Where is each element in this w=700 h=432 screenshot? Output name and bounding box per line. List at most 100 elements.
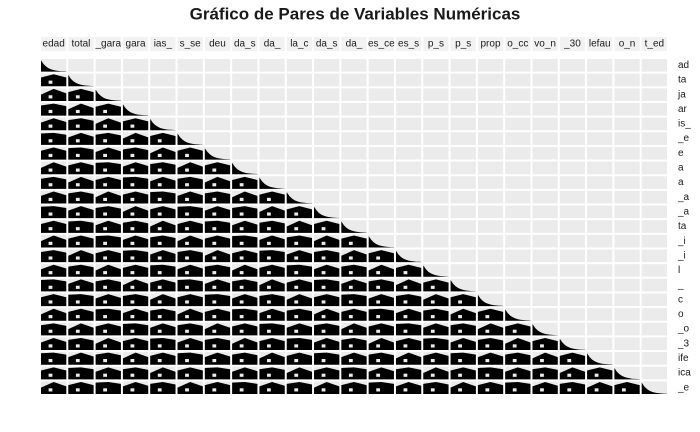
scatter-cloud: [95, 279, 121, 292]
scatter-gap: [239, 300, 244, 304]
panel-bg: [559, 278, 586, 292]
scatter-cloud: [177, 250, 203, 263]
scatter-gap: [48, 256, 53, 260]
panel-bg: [450, 205, 476, 219]
panel-bg: [395, 220, 422, 233]
scatter-cloud: [341, 323, 367, 336]
panel-bg: [314, 190, 340, 204]
scatter-cloud: [477, 338, 504, 351]
density-shape: [341, 221, 367, 233]
panel-bg: [505, 88, 531, 101]
scatter-cloud: [314, 279, 340, 292]
scatter-gap: [376, 300, 381, 304]
panel-bg: [259, 161, 285, 175]
panel-bg: [341, 205, 367, 219]
scatter-cloud: [41, 264, 67, 277]
panel-bg: [587, 88, 613, 101]
scatter-gap: [458, 359, 462, 363]
scatter-cloud: [395, 279, 422, 292]
panel-bg: [532, 176, 558, 189]
scatter-gap: [239, 285, 244, 289]
scatter-gap: [485, 329, 490, 333]
scatter-cloud: [95, 147, 121, 160]
scatter-gap: [75, 124, 80, 128]
strip-bg: [122, 37, 149, 51]
scatter-cloud: [587, 381, 613, 394]
density-shape: [395, 250, 422, 263]
scatter-gap: [103, 344, 107, 348]
scatter-cloud: [150, 294, 176, 307]
panel-bg: [395, 176, 422, 189]
scatter-cloud: [232, 308, 258, 321]
panel-bg: [532, 102, 558, 116]
scatter-gap: [430, 344, 435, 348]
scatter-cloud: [259, 352, 285, 365]
scatter-gap: [294, 241, 299, 245]
panel-bg: [395, 102, 422, 116]
panel-bg: [286, 59, 313, 72]
panel-bg: [232, 102, 258, 116]
strip-bg: [587, 37, 613, 51]
scatter-gap: [48, 285, 53, 289]
scatter-gap: [403, 373, 408, 377]
scatter-cloud: [368, 264, 394, 277]
scatter-gap: [48, 139, 53, 143]
scatter-cloud: [341, 250, 367, 263]
panel-bg: [314, 102, 340, 116]
panel-bg: [232, 146, 258, 160]
scatter-cloud: [505, 323, 531, 336]
panel-bg: [641, 234, 667, 248]
panel-bg: [477, 264, 504, 277]
panel-bg: [177, 88, 203, 101]
scatter-gap: [157, 329, 162, 333]
panel-bg: [423, 59, 449, 72]
scatter-cloud: [95, 294, 121, 307]
panel-bg: [505, 249, 531, 263]
strip-bg: [641, 37, 667, 51]
panel-bg: [559, 220, 586, 233]
panel-bg: [505, 220, 531, 233]
scatter-cloud: [41, 235, 67, 248]
panel-bg: [177, 102, 203, 116]
scatter-gap: [48, 197, 53, 201]
panel-bg: [177, 73, 203, 87]
scatter-cloud: [423, 381, 449, 394]
scatter-cloud: [41, 279, 67, 292]
column-strip-label: da_: [264, 39, 281, 50]
scatter-cloud: [150, 250, 176, 263]
scatter-gap: [512, 373, 517, 377]
panel-bg: [614, 220, 640, 233]
scatter-gap: [294, 256, 299, 260]
panel-bg: [505, 234, 531, 248]
scatter-gap: [75, 139, 80, 143]
scatter-cloud: [314, 294, 340, 307]
scatter-cloud: [286, 381, 313, 394]
scatter-gap: [239, 212, 244, 216]
panel-bg: [450, 73, 476, 87]
strip-bg: [95, 37, 121, 51]
panel-bg: [559, 205, 586, 219]
scatter-cloud: [423, 367, 449, 380]
panel-bg: [505, 205, 531, 219]
panel-bg: [505, 117, 531, 131]
panel-bg: [314, 73, 340, 87]
panel-bg: [477, 278, 504, 292]
scatter-gap: [48, 329, 53, 333]
panel-bg: [587, 176, 613, 189]
panel-bg: [559, 132, 586, 145]
scatter-cloud: [314, 235, 340, 248]
scatter-cloud: [204, 367, 231, 380]
panel-bg: [477, 88, 504, 101]
scatter-gap: [48, 271, 53, 275]
scatter-gap: [594, 373, 599, 377]
scatter-cloud: [95, 132, 121, 145]
panel-bg: [532, 190, 558, 204]
panel-bg: [532, 73, 558, 87]
panel-bg: [532, 88, 558, 101]
scatter-gap: [348, 285, 353, 289]
scatter-cloud: [423, 279, 449, 292]
scatter-cloud: [395, 352, 422, 365]
panel-bg: [286, 117, 313, 131]
scatter-gap: [485, 373, 490, 377]
scatter-cloud: [259, 206, 285, 219]
